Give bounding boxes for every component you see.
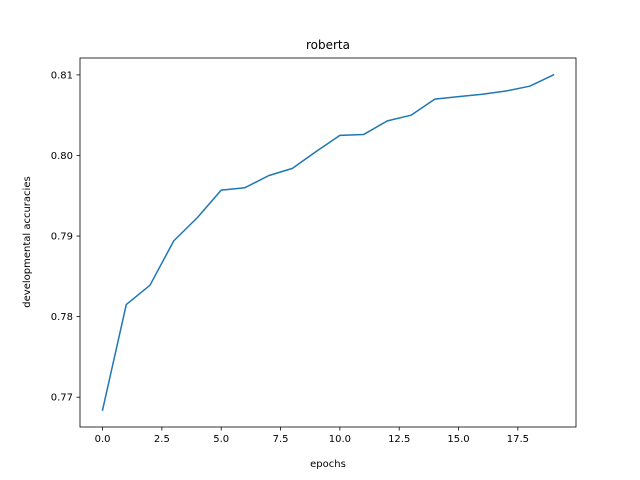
x-tick-label: 5.0 — [213, 434, 229, 445]
plot-frame — [79, 57, 577, 428]
y-tick-label: 0.80 — [51, 151, 73, 162]
chart-title: roberta — [306, 38, 350, 52]
x-tick-label: 0.0 — [95, 434, 111, 445]
y-tick-label: 0.77 — [51, 393, 73, 404]
x-axis-label: epochs — [310, 459, 346, 470]
y-tick-label: 0.79 — [51, 232, 73, 243]
x-tick-label: 10.0 — [329, 434, 351, 445]
y-axis: 0.77 0.78 0.79 0.80 0.81 — [51, 70, 80, 404]
x-tick-label: 17.5 — [507, 434, 529, 445]
x-tick-label: 7.5 — [273, 434, 289, 445]
y-tick-label: 0.81 — [51, 70, 73, 81]
x-tick-label: 2.5 — [154, 434, 170, 445]
x-tick-label: 12.5 — [388, 434, 410, 445]
y-axis-label: developmental accuracies — [22, 176, 33, 307]
x-axis: 0.0 2.5 5.0 7.5 10.0 12.5 15.0 17.5 — [95, 427, 529, 445]
x-tick-label: 15.0 — [447, 434, 469, 445]
series-line — [101, 73, 555, 411]
y-tick-label: 0.78 — [51, 312, 73, 323]
